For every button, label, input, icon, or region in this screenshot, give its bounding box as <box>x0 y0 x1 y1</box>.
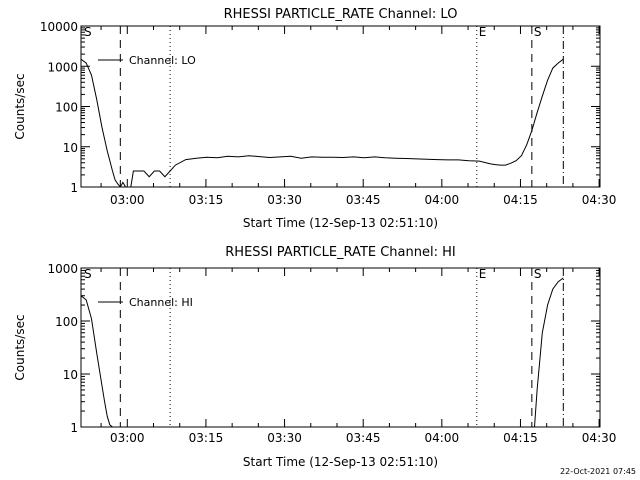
y-tick-label: 1 <box>70 181 78 195</box>
lo-channel-panel: RHESSI PARTICLE_RATE Channel: LO Start Ti… <box>13 7 616 230</box>
series-line <box>81 58 564 187</box>
chart-title: RHESSI PARTICLE_RATE Channel: LO <box>224 7 458 22</box>
x-axis-label: Start Time (12-Sep-13 02:51:10) <box>243 455 438 469</box>
x-tick-label: 04:30 <box>582 431 617 445</box>
x-tick-label: 03:45 <box>346 431 381 445</box>
x-tick-label: 03:45 <box>346 193 381 207</box>
x-tick-label: 04:15 <box>503 193 538 207</box>
event-marker-label: E <box>479 25 487 39</box>
event-marker-label: E <box>479 267 487 281</box>
event-marker-label: S <box>84 267 92 281</box>
series-line <box>81 277 564 427</box>
event-marker-label: S <box>84 25 92 39</box>
event-marker-label: S <box>534 267 542 281</box>
y-tick-label: 100 <box>55 101 78 115</box>
legend-label: Channel: LO <box>129 54 196 67</box>
chart-title: RHESSI PARTICLE_RATE Channel: HI <box>225 245 455 260</box>
plot-frame <box>80 25 601 188</box>
y-axis-label: Counts/sec <box>13 314 27 380</box>
event-marker-label: S <box>534 25 542 39</box>
y-tick-label: 10 <box>63 368 78 382</box>
x-tick-label: 04:15 <box>503 431 538 445</box>
x-tick-label: 04:30 <box>582 193 617 207</box>
hi-channel-panel: RHESSI PARTICLE_RATE Channel: HI Start Ti… <box>13 245 616 469</box>
y-tick-label: 100 <box>55 315 78 329</box>
y-tick-label: 1000 <box>47 60 78 74</box>
y-axis-label: Counts/sec <box>13 73 27 139</box>
x-tick-label: 04:00 <box>425 431 460 445</box>
y-tick-label: 1 <box>70 421 78 435</box>
footer-timestamp: 22-Oct-2021 07:45 <box>560 467 636 476</box>
x-axis-label: Start Time (12-Sep-13 02:51:10) <box>243 216 438 230</box>
x-tick-label: 03:15 <box>189 431 224 445</box>
x-tick-label: 04:00 <box>425 193 460 207</box>
x-tick-label: 03:00 <box>110 431 145 445</box>
y-tick-label: 1000 <box>47 262 78 276</box>
x-tick-label: 03:30 <box>267 193 302 207</box>
legend-label: Channel: HI <box>129 296 193 309</box>
y-tick-label: 10 <box>63 141 78 155</box>
x-tick-label: 03:15 <box>189 193 224 207</box>
y-tick-label: 10000 <box>40 20 78 34</box>
plot-frame <box>80 267 601 428</box>
x-tick-label: 03:00 <box>110 193 145 207</box>
x-tick-label: 03:30 <box>267 431 302 445</box>
